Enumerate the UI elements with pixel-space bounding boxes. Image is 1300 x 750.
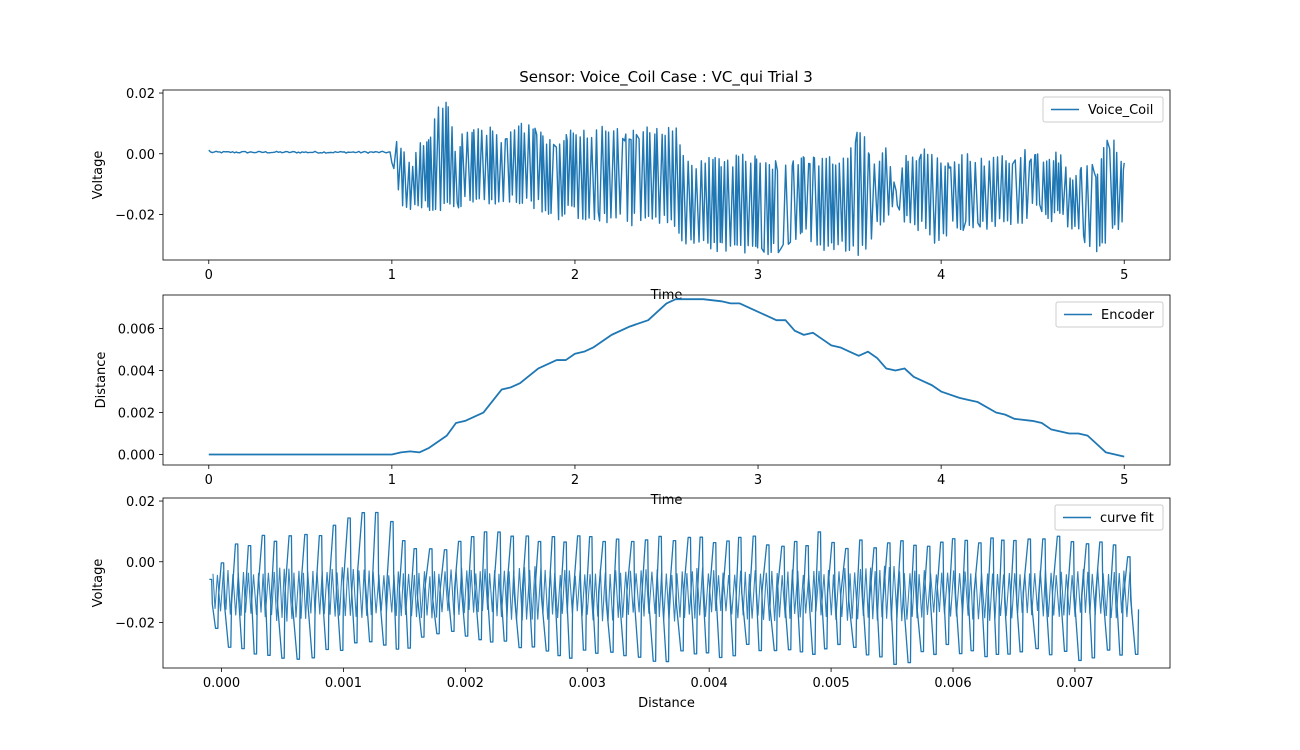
y-axis-label: Voltage bbox=[91, 151, 106, 200]
y-tick-label: 0.02 bbox=[126, 495, 155, 510]
x-tick-label: 5 bbox=[1120, 473, 1128, 488]
y-tick-label: 0.00 bbox=[126, 556, 155, 571]
x-tick-label: 2 bbox=[571, 473, 579, 488]
x-tick-label: 2 bbox=[571, 268, 579, 283]
x-tick-label: 4 bbox=[937, 268, 945, 283]
figure-title: Sensor: Voice_Coil Case : VC_qui Trial 3 bbox=[519, 68, 813, 87]
legend: curve fit bbox=[1054, 504, 1164, 531]
distance-vs-time-panel: 0 1 2 3 4 5 0.000 0.002 0.004 0.006 Time Distance En… bbox=[94, 294, 1171, 508]
x-tick-label: 3 bbox=[754, 268, 762, 283]
y-axis-label: Voltage bbox=[91, 559, 106, 608]
x-tick-label: 0.007 bbox=[1056, 676, 1093, 691]
x-tick-label: 0.001 bbox=[325, 676, 362, 691]
y-tick-label: −0.02 bbox=[115, 616, 155, 631]
voice-coil-series-line bbox=[208, 101, 1125, 257]
y-tick-label: 0.006 bbox=[118, 323, 155, 338]
encoder-series-line bbox=[208, 298, 1125, 458]
x-tick-label: 0.006 bbox=[934, 676, 971, 691]
voltage-vs-time-panel: 0 1 2 3 4 5 −0.02 0.00 0.02 Time Voltage Voice_Coil bbox=[91, 87, 1171, 303]
y-tick-label: 0.00 bbox=[126, 148, 155, 163]
x-tick-label: 5 bbox=[1120, 268, 1128, 283]
x-axis-label: Time bbox=[650, 288, 683, 303]
legend: Encoder bbox=[1055, 301, 1164, 328]
curve-fit-outer-trace bbox=[209, 511, 1140, 666]
axes-frame bbox=[162, 294, 1171, 466]
x-tick-label: 1 bbox=[388, 268, 396, 283]
axes-frame bbox=[162, 89, 1171, 261]
axes-frame bbox=[162, 497, 1171, 669]
voltage-vs-distance-panel: 0.000 0.001 0.002 0.003 0.004 0.005 0.006 0.007… bbox=[91, 495, 1171, 711]
x-tick-label: 4 bbox=[937, 473, 945, 488]
x-tick-label: 1 bbox=[388, 473, 396, 488]
legend: Voice_Coil bbox=[1042, 96, 1164, 123]
y-tick-label: 0.004 bbox=[118, 365, 155, 380]
x-tick-label: 0.005 bbox=[812, 676, 849, 691]
y-tick-label: 0.002 bbox=[118, 407, 155, 422]
x-tick-label: 0.003 bbox=[569, 676, 606, 691]
curve-fit-inner-band bbox=[212, 565, 1133, 622]
x-tick-label: 0.004 bbox=[691, 676, 728, 691]
x-axis-label: Time bbox=[650, 493, 683, 508]
x-tick-label: 0.000 bbox=[203, 676, 240, 691]
y-tick-label: 0.02 bbox=[126, 87, 155, 102]
y-tick-label: −0.02 bbox=[115, 208, 155, 223]
x-axis-label: Distance bbox=[638, 696, 695, 711]
legend-entry: curve fit bbox=[1100, 511, 1154, 526]
x-tick-label: 0 bbox=[205, 268, 213, 283]
legend-entry: Voice_Coil bbox=[1088, 103, 1153, 118]
x-tick-label: 3 bbox=[754, 473, 762, 488]
legend-entry: Encoder bbox=[1101, 308, 1155, 323]
y-tick-label: 0.000 bbox=[118, 449, 155, 464]
y-axis-label: Distance bbox=[94, 352, 109, 409]
x-tick-label: 0 bbox=[205, 473, 213, 488]
x-tick-label: 0.002 bbox=[447, 676, 484, 691]
